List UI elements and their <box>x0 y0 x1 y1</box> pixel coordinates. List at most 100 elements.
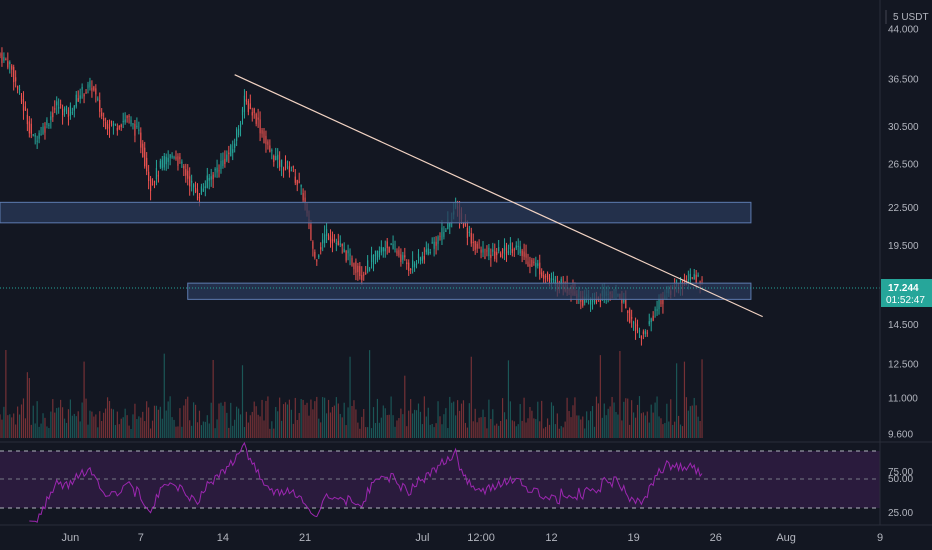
volume-bar <box>564 421 566 438</box>
candle-body <box>173 157 175 159</box>
volume-bar <box>63 418 66 438</box>
candle-body <box>374 250 377 257</box>
candle-body <box>654 309 656 311</box>
candle-body <box>26 114 28 125</box>
volume-bar <box>216 419 218 438</box>
volume-bar <box>347 407 349 438</box>
volume-bar <box>134 403 136 438</box>
volume-bar <box>570 417 572 438</box>
candle-body <box>95 88 97 95</box>
volume-bar <box>531 410 533 438</box>
volume-bar <box>404 375 406 438</box>
candle-body <box>253 108 255 113</box>
candle-body <box>175 156 177 160</box>
volume-bar <box>548 424 551 438</box>
candle-body <box>386 241 388 249</box>
volume-bars <box>0 350 703 438</box>
candle-body <box>347 250 349 254</box>
candle-body <box>433 241 435 249</box>
volume-bar <box>451 402 453 438</box>
candle-body <box>361 275 363 281</box>
volume-bar <box>325 413 328 438</box>
candle-body <box>359 266 361 277</box>
candle-body <box>106 124 109 129</box>
candle-body <box>116 128 118 131</box>
volume-bar <box>349 356 351 438</box>
candle-body <box>351 257 353 266</box>
candle-body <box>415 263 418 265</box>
volume-bar <box>605 415 607 438</box>
time-tick-label: 12 <box>545 532 557 544</box>
candle-body <box>130 119 132 124</box>
candle-body <box>136 125 138 127</box>
candle-body <box>355 261 357 273</box>
volume-bar <box>324 397 326 438</box>
candle-body <box>492 249 494 252</box>
candle-body <box>61 108 64 116</box>
volume-bar <box>390 396 392 438</box>
candle-body <box>118 125 120 129</box>
candle-body <box>89 80 91 88</box>
candle-body <box>447 219 449 229</box>
volume-bar <box>576 415 578 438</box>
volume-bar <box>87 424 89 438</box>
candle-body <box>185 169 187 176</box>
horizontal-zones[interactable] <box>0 201 752 300</box>
candle-body <box>304 197 306 205</box>
candle-body <box>1 52 3 64</box>
volume-bar <box>329 412 332 438</box>
volume-bar <box>44 417 46 438</box>
candle-body <box>318 255 320 258</box>
volume-bar <box>3 406 5 438</box>
volume-bar <box>679 424 682 438</box>
candle-body <box>204 186 206 188</box>
volume-bar <box>93 416 95 438</box>
candle-body <box>500 253 502 257</box>
candle-body <box>390 243 392 245</box>
volume-bar <box>701 359 703 438</box>
time-axis[interactable]: Jun 7 14 21 Jul 12:00 12 19 26 Aug 9 <box>62 532 884 544</box>
volume-bar <box>0 414 1 438</box>
time-tick-label: 26 <box>710 532 722 544</box>
candle-body <box>478 247 480 249</box>
volume-bar <box>541 400 543 438</box>
candle-body <box>58 107 60 109</box>
volume-bar <box>71 415 73 438</box>
candle-body <box>636 324 639 326</box>
volume-bar <box>177 426 179 438</box>
volume-bar <box>650 404 652 438</box>
volume-bar <box>597 403 599 438</box>
candle-body <box>181 161 183 164</box>
volume-bar <box>501 398 504 438</box>
volume-bar <box>615 412 617 438</box>
volume-bar <box>382 405 384 438</box>
volume-bar <box>365 427 367 438</box>
candle-body <box>656 309 658 311</box>
candle-body <box>349 253 351 257</box>
volume-bar <box>318 418 320 438</box>
candle-body <box>261 130 263 134</box>
time-tick-label: 14 <box>217 532 229 544</box>
candle-body <box>642 331 644 334</box>
candle-body <box>292 166 294 168</box>
candle-body <box>42 126 44 134</box>
candle-body <box>279 160 281 167</box>
candle-body <box>550 277 553 283</box>
candle-body <box>445 230 447 232</box>
volume-bar <box>151 420 154 438</box>
candle-body <box>529 264 531 267</box>
trendline-layer[interactable] <box>234 74 763 318</box>
volume-bar <box>261 399 263 438</box>
volume-bar <box>175 426 177 438</box>
volume-bar <box>449 396 451 438</box>
candle-body <box>108 127 111 129</box>
volume-bar <box>306 402 308 438</box>
volume-bar <box>335 397 337 438</box>
volume-bar <box>503 412 506 438</box>
price-axis[interactable]: 5 USDT 44.000 36.500 30.500 26.500 22.500 19.… <box>885 10 929 441</box>
volume-bar <box>165 410 167 438</box>
volume-bar <box>61 407 64 438</box>
volume-bar <box>572 405 574 438</box>
volume-bar <box>9 414 11 438</box>
